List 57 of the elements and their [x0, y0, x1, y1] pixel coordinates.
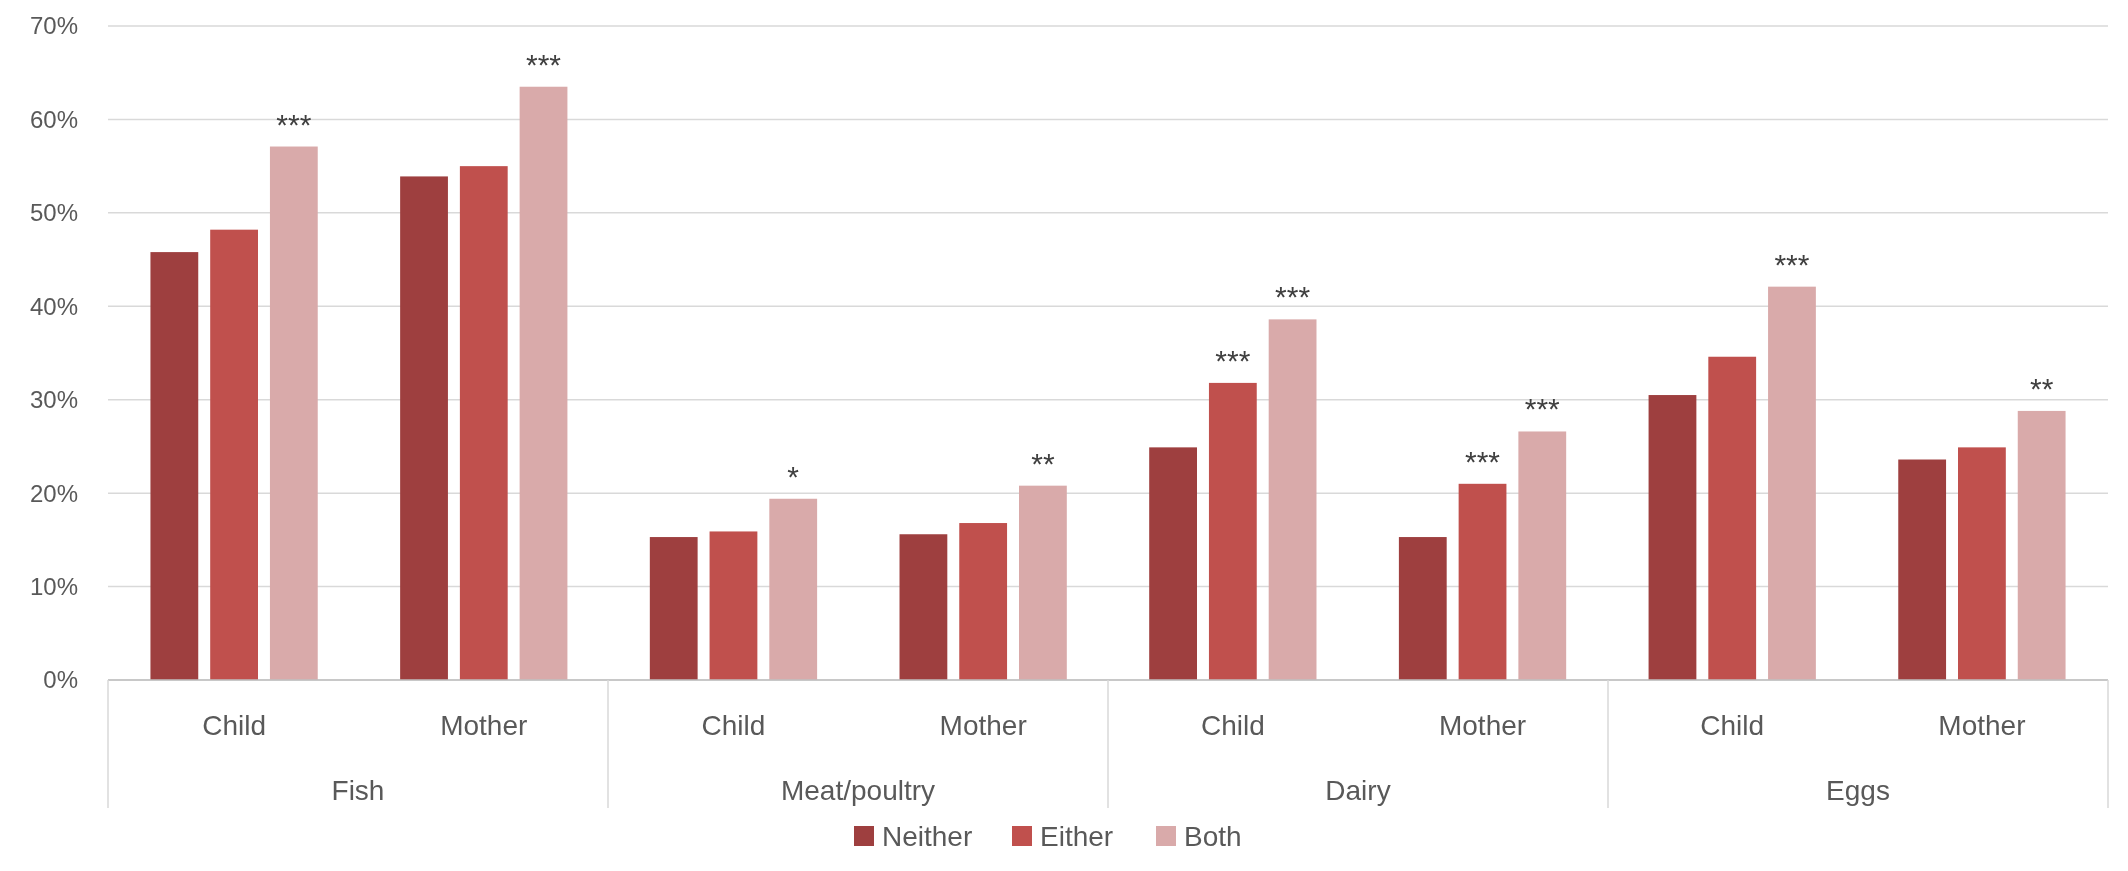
- bar: [400, 176, 448, 680]
- x-tick-label: Child: [1700, 710, 1765, 741]
- y-tick-label: 20%: [29, 479, 78, 507]
- x-tick-label: Mother: [1938, 710, 2026, 741]
- bar: [1768, 286, 1816, 680]
- bar: [1518, 431, 1567, 680]
- data-label: ***: [1774, 247, 1810, 281]
- bar: [1958, 447, 2006, 680]
- data-label: ***: [526, 47, 562, 81]
- y-tick-label: 50%: [29, 199, 78, 227]
- text: Meat/poultry: [780, 775, 936, 806]
- bar: [1149, 447, 1197, 680]
- bar: [709, 531, 758, 680]
- y-tick-label: 70%: [29, 12, 78, 40]
- bar: [1208, 382, 1257, 680]
- bar: [150, 252, 199, 680]
- bar: [1708, 356, 1757, 680]
- data-label: *: [787, 459, 800, 493]
- data-label: ***: [276, 107, 312, 141]
- data-label: ***: [1275, 280, 1311, 314]
- bar: [1648, 395, 1697, 680]
- data-label: **: [1031, 446, 1055, 480]
- x-tick-label: Child: [701, 710, 766, 741]
- bar: [210, 229, 258, 680]
- y-tick-label: 10%: [29, 572, 78, 600]
- text: Dairy: [1325, 775, 1391, 806]
- x-tick-label: Mother: [440, 710, 528, 741]
- y-tick-label: 0%: [43, 666, 78, 694]
- data-label: ***: [1524, 392, 1561, 426]
- bar: [1458, 483, 1507, 680]
- y-tick-label: 30%: [29, 386, 78, 414]
- bar: [1268, 319, 1317, 680]
- legend-label: Neither: [882, 820, 973, 852]
- data-label: **: [2029, 371, 2054, 405]
- bar: [1019, 485, 1067, 680]
- legend-label: Either: [1040, 820, 1114, 852]
- bar: [2017, 410, 2066, 680]
- data-label: ***: [1465, 444, 1501, 478]
- bar: [649, 537, 698, 680]
- x-tick-label: Mother: [939, 710, 1027, 741]
- bar: [1898, 459, 1947, 680]
- bar: [519, 86, 568, 680]
- bar: [459, 166, 508, 680]
- x-tick-label: Child: [202, 710, 266, 741]
- bar: [769, 498, 818, 680]
- y-tick-label: 60%: [29, 105, 78, 133]
- bar: [959, 523, 1008, 680]
- data-label: ***: [1215, 343, 1251, 377]
- x-tick-label: Child: [1200, 710, 1265, 741]
- bar: [269, 146, 318, 680]
- text: Eggs: [1826, 775, 1890, 806]
- text: Fish: [331, 775, 385, 806]
- bar: [899, 534, 948, 680]
- bar: [1398, 537, 1447, 680]
- legend-label: Both: [1184, 820, 1242, 852]
- x-tick-label: Mother: [1438, 710, 1527, 741]
- y-tick-label: 40%: [29, 292, 78, 320]
